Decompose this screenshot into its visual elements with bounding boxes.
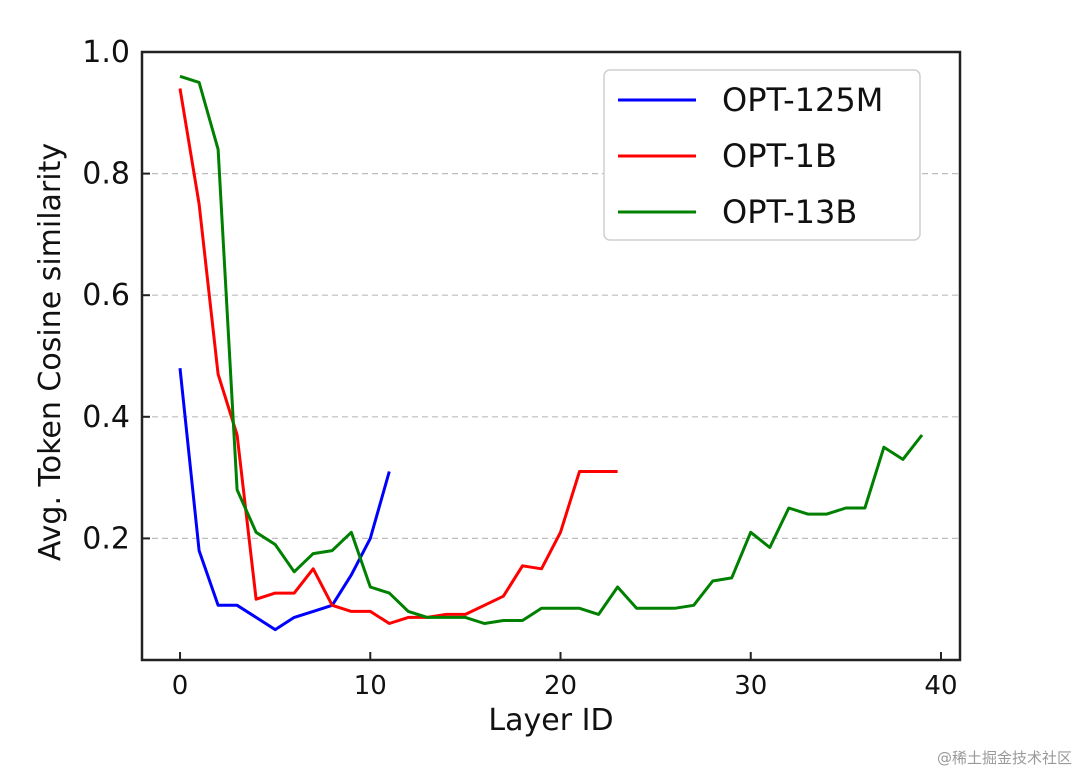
watermark-text: @稀土掘金技术社区: [936, 749, 1072, 767]
plot-frame: [140, 50, 962, 662]
x-tick-label: 30: [734, 671, 767, 701]
y-tick-label: 0.6: [82, 278, 130, 313]
legend-label: OPT-13B: [722, 193, 857, 231]
y-tick-label: 0.2: [82, 521, 130, 556]
series-line-opt-1b: [178, 88, 618, 625]
axis-ticks: 0 10 20 30 40 0.2 0.4 0.6 0.8 1.0: [82, 35, 957, 701]
x-tick-label: 20: [544, 671, 577, 701]
legend-label: OPT-1B: [722, 137, 837, 175]
x-tick-label: 10: [354, 671, 387, 701]
legend-box: [603, 69, 921, 241]
y-tick-label: 1.0: [82, 35, 130, 70]
series-line-opt-13b: [179, 74, 924, 625]
series-lines: [178, 74, 924, 632]
legend: OPT-125M OPT-1B OPT-13B: [603, 69, 921, 241]
y-axis-label: Avg. Token Cosine similarity: [33, 143, 68, 561]
y-tick-label: 0.4: [82, 400, 130, 435]
y-tick-label: 0.8: [82, 157, 130, 192]
x-axis-label: Layer ID: [488, 703, 613, 738]
series-line-opt-125m: [178, 368, 391, 632]
x-tick-label: 40: [924, 671, 957, 701]
legend-label: OPT-125M: [722, 81, 883, 119]
x-tick-label: 0: [172, 671, 189, 701]
